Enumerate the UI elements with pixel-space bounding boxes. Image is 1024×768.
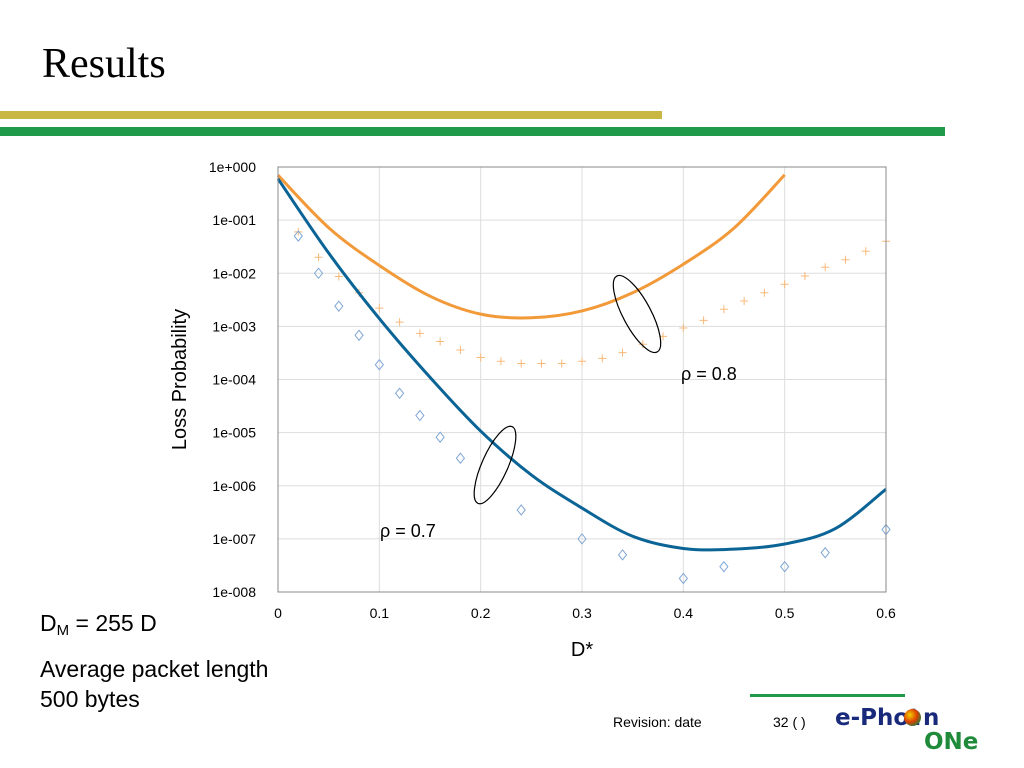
dm-main: D <box>40 610 57 636</box>
logo-text-one: ONe <box>924 729 979 755</box>
data-point-diamond <box>577 533 587 545</box>
data-point-plus <box>314 253 323 262</box>
y-tick-label: 1e-001 <box>212 212 256 228</box>
y-tick-label: 1e-004 <box>212 372 256 388</box>
x-tick-label: 0.5 <box>775 605 795 621</box>
x-tick-label: 0.3 <box>572 605 592 621</box>
data-point-plus <box>821 263 830 272</box>
packet-length-line-2: 500 bytes <box>40 686 140 712</box>
slide-title: Results <box>42 41 166 87</box>
data-point-plus <box>780 280 789 289</box>
data-point-diamond <box>780 560 790 573</box>
data-point-diamond <box>678 572 688 585</box>
data-point-plus <box>578 357 586 366</box>
series-line-2 <box>276 177 887 552</box>
x-tick-label: 0.6 <box>876 605 896 621</box>
dm-rest: = 255 D <box>69 610 157 636</box>
data-point-plus <box>861 247 870 256</box>
data-point-plus <box>598 354 607 363</box>
data-point-diamond <box>354 329 364 342</box>
revision-date: Revision: date <box>613 714 702 730</box>
series-line-0 <box>276 173 786 320</box>
data-point-plus <box>557 359 566 368</box>
data-point-plus <box>476 353 485 362</box>
footer-green-line <box>750 694 905 697</box>
green-divider-bar <box>0 127 945 136</box>
data-point-diamond <box>719 560 729 573</box>
y-tick-label: 1e-008 <box>212 584 256 600</box>
data-point-diamond <box>516 504 526 516</box>
y-tick-label: 1e-006 <box>212 478 256 494</box>
packet-length-note: Average packet length 500 bytes <box>40 654 268 714</box>
data-point-plus <box>334 272 343 281</box>
rho-07-label: ρ = 0.7 <box>380 521 436 541</box>
x-tick-label: 0 <box>274 605 282 621</box>
gold-divider-bar <box>0 111 662 119</box>
x-tick-label: 0.2 <box>471 605 491 621</box>
data-point-diamond <box>617 549 628 561</box>
rho-07-ellipse <box>473 425 517 505</box>
y-tick-label: 1e-005 <box>212 425 256 441</box>
data-point-diamond <box>455 452 466 465</box>
data-point-plus <box>517 359 526 368</box>
slide-number: 32 ( ) <box>773 714 806 730</box>
dm-subscript: M <box>56 622 70 639</box>
data-point-plus <box>537 359 546 368</box>
y-axis-label: Loss Probability <box>169 309 191 450</box>
x-tick-label: 0.1 <box>370 605 390 621</box>
logo-text-n: n <box>923 705 940 731</box>
data-point-diamond <box>334 300 344 312</box>
data-point-diamond <box>415 409 425 422</box>
plot-frame <box>277 166 887 593</box>
logo-globe-n: n <box>902 705 939 731</box>
data-point-diamond <box>374 358 384 371</box>
data-point-plus <box>395 318 404 327</box>
data-point-plus <box>638 340 647 349</box>
data-point-plus <box>679 324 688 333</box>
data-point-plus <box>415 329 424 338</box>
data-point-plus <box>375 304 384 313</box>
y-tick-label: 1e-002 <box>212 265 256 281</box>
data-point-plus <box>496 357 505 366</box>
y-tick-label: 1e+000 <box>209 159 256 175</box>
data-point-diamond <box>435 431 445 444</box>
data-point-plus <box>436 337 445 346</box>
dm-note: DM = 255 D <box>40 608 157 646</box>
data-point-diamond <box>293 230 303 242</box>
rho-08-label: ρ = 0.8 <box>681 364 737 384</box>
data-point-plus <box>740 297 749 306</box>
globe-icon <box>904 709 921 726</box>
data-point-diamond <box>313 267 324 280</box>
data-point-plus <box>456 345 465 354</box>
x-tick-label: 0.4 <box>674 605 694 621</box>
data-point-plus <box>719 305 728 314</box>
y-tick-label: 1e-007 <box>212 531 256 547</box>
data-point-diamond <box>820 546 830 559</box>
packet-length-line-1: Average packet length <box>40 656 269 682</box>
data-point-plus <box>800 271 809 280</box>
data-point-plus <box>841 255 850 264</box>
data-point-diamond <box>394 387 405 400</box>
y-tick-label: 1e-003 <box>212 318 256 334</box>
e-photon-one-logo: e-Phot n ONe <box>835 705 985 755</box>
rho-08-ellipse <box>612 274 662 354</box>
x-axis-label: D* <box>571 639 593 661</box>
data-point-plus <box>699 316 708 325</box>
data-point-plus <box>618 348 627 357</box>
data-point-plus <box>760 288 769 297</box>
